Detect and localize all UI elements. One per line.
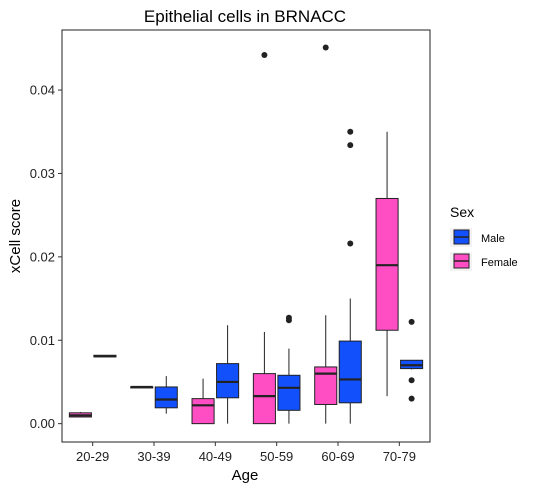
box-male-70-79 <box>400 318 424 402</box>
x-tick-label: 60-69 <box>321 449 354 464</box>
box-body <box>277 374 301 411</box>
box-body <box>314 366 338 405</box>
x-tick-label: 20-29 <box>76 449 109 464</box>
legend-label-female: Female <box>481 257 518 269</box>
y-tick-label: 0.04 <box>30 83 55 98</box>
y-tick-label: 0.02 <box>30 249 55 264</box>
y-tick-label: 0.00 <box>30 416 55 431</box>
outlier-point <box>408 318 415 325</box>
outlier-point <box>347 142 354 149</box>
outlier-point <box>261 52 268 59</box>
outlier-point <box>347 128 354 135</box>
y-axis-title: xCell score <box>7 199 24 273</box>
outlier-point <box>408 377 415 384</box>
x-tick-label: 50-59 <box>260 449 293 464</box>
box-female-40-49 <box>191 378 215 425</box>
plot-panel <box>61 29 431 443</box>
legend: Sex Male Female <box>450 204 518 271</box>
box-female-20-29 <box>68 411 92 418</box>
box-body <box>216 363 240 399</box>
box-body <box>338 340 362 404</box>
x-axis: 20-29 30-39 40-49 50-59 60-69 70-79 <box>76 442 416 464</box>
box-female-60-69 <box>314 44 338 424</box>
box-male-50-59 <box>277 314 301 424</box>
x-axis-title: Age <box>232 467 259 484</box>
box-female-30-39 <box>130 385 154 389</box>
box-body <box>154 386 178 409</box>
box-female-50-59 <box>252 52 276 425</box>
legend-title: Sex <box>450 204 474 220</box>
box-male-20-29 <box>93 354 117 358</box>
box-female-70-79 <box>375 131 399 397</box>
box-body <box>191 398 215 425</box>
y-tick-label: 0.01 <box>30 333 55 348</box>
outlier-point <box>408 395 415 402</box>
y-tick-label: 0.03 <box>30 166 55 181</box>
box-series <box>68 44 424 425</box>
box-male-60-69 <box>338 128 362 424</box>
box-body <box>252 373 276 425</box>
box-male-30-39 <box>154 376 178 414</box>
x-tick-label: 70-79 <box>383 449 416 464</box>
box-male-40-49 <box>216 325 240 424</box>
x-tick-label: 40-49 <box>199 449 232 464</box>
outlier-point <box>285 314 292 321</box>
outlier-point <box>322 44 329 51</box>
y-axis: 0.00 0.01 0.02 0.03 0.04 <box>30 83 62 431</box>
outlier-point <box>347 240 354 247</box>
legend-label-male: Male <box>481 233 505 245</box>
chart-title: Epithelial cells in BRNACC <box>144 7 346 26</box>
x-tick-label: 30-39 <box>137 449 170 464</box>
